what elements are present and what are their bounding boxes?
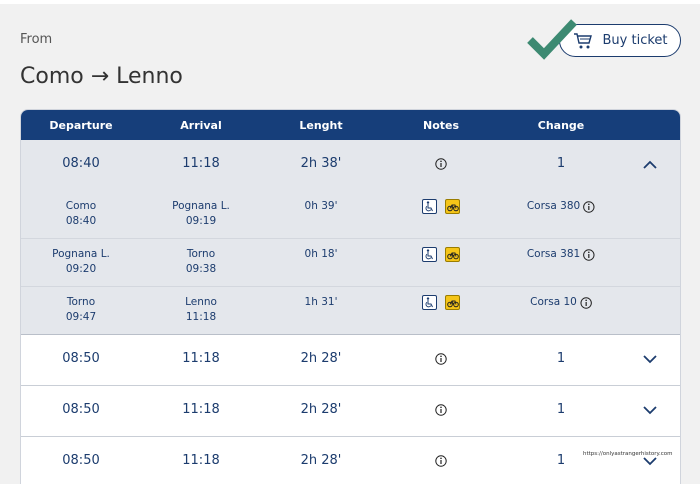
column-header-departure: Departure xyxy=(49,119,113,132)
segment-duration: 1h 31' xyxy=(304,296,338,308)
table-row[interactable]: 08:50 11:18 2h 28' 1 xyxy=(21,386,680,437)
info-button[interactable] xyxy=(435,156,447,171)
chevron-down-icon[interactable] xyxy=(643,406,657,415)
trip-length: 2h 28' xyxy=(300,402,342,417)
chevron-down-icon[interactable] xyxy=(643,457,657,466)
wheelchair-icon xyxy=(422,247,437,262)
chevron-down-icon[interactable] xyxy=(643,355,657,364)
info-icon xyxy=(435,454,447,467)
wheelchair-icon xyxy=(422,295,437,310)
segment-from: Pognana L. xyxy=(52,248,110,260)
info-icon xyxy=(435,352,447,365)
segment-from: Torno xyxy=(66,296,96,308)
segment-to: Lenno xyxy=(185,296,217,308)
info-icon[interactable] xyxy=(580,296,592,309)
segment-to: Torno xyxy=(186,248,216,260)
arrival-time: 11:18 xyxy=(182,351,220,366)
trip-length: 2h 28' xyxy=(300,351,342,366)
table-row-expanded[interactable]: 08:40 11:18 2h 38' 1 xyxy=(21,140,680,191)
column-header-length: Lenght xyxy=(299,119,343,132)
change-count: 1 xyxy=(556,156,566,171)
watermark-url: https://onlyastrangerhistory.com xyxy=(583,451,673,457)
column-header-notes: Notes xyxy=(422,119,460,132)
arrival-time: 11:18 xyxy=(182,402,220,417)
chevron-up-icon[interactable] xyxy=(643,160,657,169)
segment-from-time: 08:40 xyxy=(65,215,97,227)
bicycle-icon xyxy=(445,247,460,262)
segment-duration: 0h 39' xyxy=(304,200,338,212)
departure-time: 08:50 xyxy=(62,453,100,468)
segment-to: Pognana L. xyxy=(172,200,230,212)
segment-row: Torno 09:47 Lenno 11:18 1h 31' Corsa 10 xyxy=(21,287,680,335)
table-header: Departure Arrival Lenght Notes Change xyxy=(21,110,680,140)
departure-time: 08:50 xyxy=(62,351,100,366)
change-count: 1 xyxy=(556,402,566,417)
column-header-change: Change xyxy=(537,119,585,132)
info-icon xyxy=(435,403,447,416)
departure-time: 08:40 xyxy=(62,156,100,171)
trip-length: 2h 28' xyxy=(300,453,342,468)
table-row[interactable]: 08:50 11:18 2h 28' 1 xyxy=(21,437,680,484)
info-icon xyxy=(435,157,447,170)
info-button[interactable] xyxy=(435,453,447,468)
segment-to-time: 09:38 xyxy=(185,263,217,275)
segment-from: Como xyxy=(65,200,97,212)
bicycle-icon xyxy=(445,295,460,310)
corsa-label: Corsa 381 xyxy=(526,248,581,260)
info-button[interactable] xyxy=(435,351,447,366)
segment-to-time: 11:18 xyxy=(185,311,217,323)
column-header-arrival: Arrival xyxy=(180,119,222,132)
segment-duration: 0h 18' xyxy=(304,248,338,260)
top-bar xyxy=(0,0,700,4)
info-button[interactable] xyxy=(435,402,447,417)
change-count: 1 xyxy=(556,453,566,468)
trip-length: 2h 38' xyxy=(300,156,342,171)
segment-to-time: 09:19 xyxy=(185,215,217,227)
wheelchair-icon xyxy=(422,199,437,214)
from-label: From xyxy=(20,32,53,47)
corsa-label: Corsa 380 xyxy=(526,200,581,212)
segment-row: Como 08:40 Pognana L. 09:19 0h 39' Corsa 3… xyxy=(21,191,680,239)
change-count: 1 xyxy=(556,351,566,366)
route-title: Como → Lenno xyxy=(20,64,183,89)
info-icon[interactable] xyxy=(583,200,595,213)
table-row[interactable]: 08:50 11:18 2h 28' 1 xyxy=(21,335,680,386)
arrival-time: 11:18 xyxy=(182,453,220,468)
buy-ticket-label: Buy ticket xyxy=(602,33,668,48)
arrival-time: 11:18 xyxy=(182,156,220,171)
departure-time: 08:50 xyxy=(62,402,100,417)
checkmark-icon xyxy=(527,19,577,60)
segment-from-time: 09:47 xyxy=(65,311,97,323)
bicycle-icon xyxy=(445,199,460,214)
segment-from-time: 09:20 xyxy=(65,263,97,275)
corsa-label: Corsa 10 xyxy=(530,296,577,308)
cart-icon xyxy=(573,32,592,48)
timetable: Departure Arrival Lenght Notes Change 08… xyxy=(20,109,681,484)
info-icon[interactable] xyxy=(583,248,595,261)
buy-ticket-button[interactable]: Buy ticket xyxy=(559,24,681,57)
segment-row: Pognana L. 09:20 Torno 09:38 0h 18' Corsa … xyxy=(21,239,680,287)
